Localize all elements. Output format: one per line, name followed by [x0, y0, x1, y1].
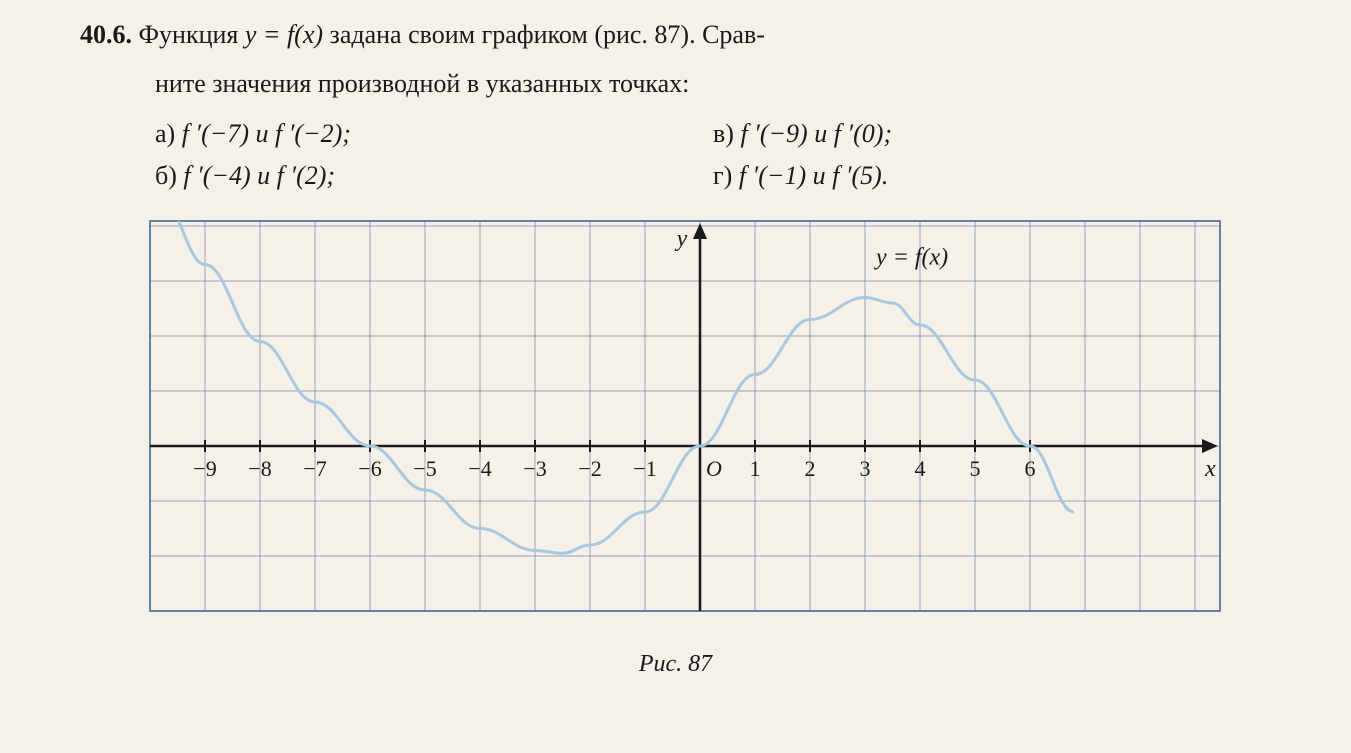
option-a: а) f ′(−7) и f ′(−2);: [155, 113, 713, 155]
problem-line-2: ните значения производной в указанных то…: [80, 64, 1271, 103]
svg-text:2: 2: [805, 456, 816, 481]
svg-text:−7: −7: [303, 456, 326, 481]
svg-text:−9: −9: [193, 456, 216, 481]
option-v-label: в): [713, 119, 740, 148]
option-a-content: f ′(−7) и f ′(−2);: [182, 119, 351, 148]
svg-text:5: 5: [970, 456, 981, 481]
options-right-col: в) f ′(−9) и f ′(0); г) f ′(−1) и f ′(5)…: [713, 113, 1271, 196]
svg-text:1: 1: [750, 456, 761, 481]
options-container: а) f ′(−7) и f ′(−2); б) f ′(−4) и f ′(2…: [80, 113, 1271, 196]
svg-text:x: x: [1204, 456, 1216, 482]
problem-text-2: задана своим графиком (рис. 87). Срав-: [323, 20, 765, 49]
svg-text:−4: −4: [468, 456, 491, 481]
svg-text:6: 6: [1025, 456, 1036, 481]
option-b-label: б): [155, 161, 183, 190]
option-g: г) f ′(−1) и f ′(5).: [713, 155, 1271, 197]
svg-text:4: 4: [915, 456, 926, 481]
svg-text:3: 3: [860, 456, 871, 481]
svg-text:y = f(x): y = f(x): [874, 245, 948, 271]
graph-container: −9 −8 −7 −6 −5 −4 −3 −2 −1 1 2 3 4 5 6 Oy x y = f(x): [135, 216, 1235, 646]
figure-caption: Рис. 87: [80, 651, 1271, 678]
svg-text:−3: −3: [523, 456, 546, 481]
option-g-label: г): [713, 161, 739, 190]
svg-text:−8: −8: [248, 456, 271, 481]
option-g-content: f ′(−1) и f ′(5).: [739, 161, 889, 190]
option-v-content: f ′(−9) и f ′(0);: [740, 119, 892, 148]
svg-text:−5: −5: [413, 456, 436, 481]
problem-text-1: Функция: [139, 20, 245, 49]
svg-text:O: O: [706, 456, 722, 481]
svg-text:−1: −1: [633, 456, 656, 481]
problem-statement: 40.6. Функция y = f(x) задана своим граф…: [80, 15, 1271, 54]
svg-text:−2: −2: [578, 456, 601, 481]
svg-text:−6: −6: [358, 456, 381, 481]
option-a-label: а): [155, 119, 182, 148]
function-graph: −9 −8 −7 −6 −5 −4 −3 −2 −1 1 2 3 4 5 6 Oy x y = f(x): [135, 216, 1235, 616]
option-b-content: f ′(−4) и f ′(2);: [183, 161, 335, 190]
problem-formula-1: y = f(x): [245, 20, 323, 49]
options-left-col: а) f ′(−7) и f ′(−2); б) f ′(−4) и f ′(2…: [155, 113, 713, 196]
problem-number: 40.6.: [80, 20, 132, 49]
option-b: б) f ′(−4) и f ′(2);: [155, 155, 713, 197]
option-v: в) f ′(−9) и f ′(0);: [713, 113, 1271, 155]
svg-text:y: y: [675, 226, 688, 252]
